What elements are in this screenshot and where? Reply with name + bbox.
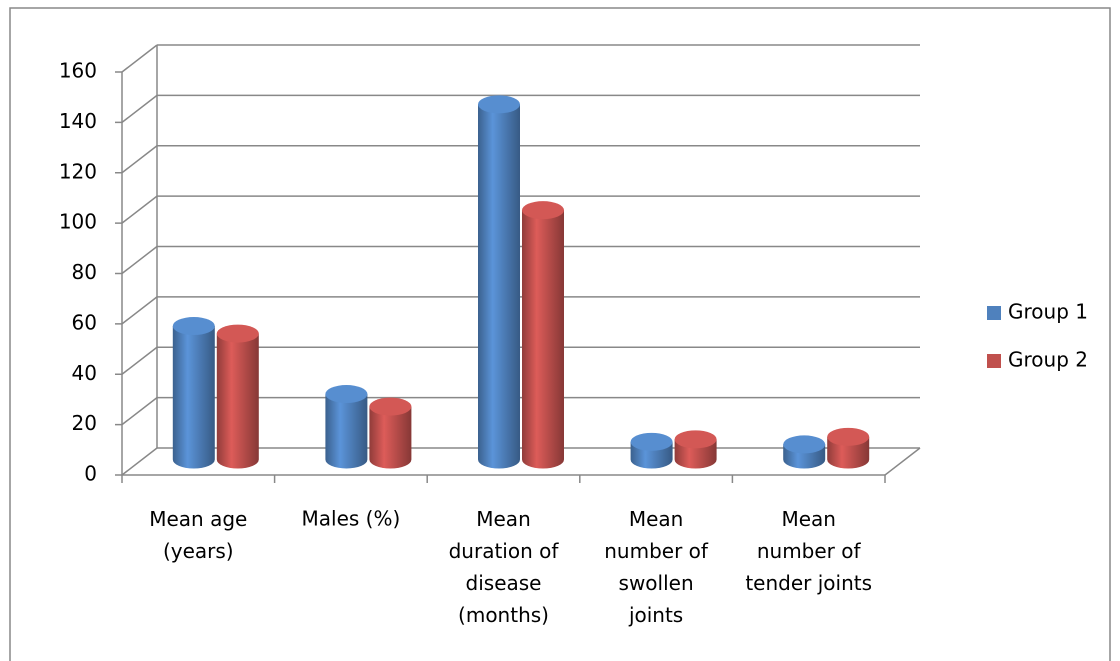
- cylinder-body: [827, 436, 870, 469]
- bar: [674, 430, 717, 469]
- x-tick-label: Mean number of tender joints: [745, 507, 872, 595]
- wall-line: [121, 447, 158, 476]
- y-tick-label: 100: [59, 210, 97, 234]
- wall-line: [121, 195, 158, 224]
- wall-line: [121, 397, 158, 426]
- cylinder-body: [325, 394, 368, 469]
- wall-line: [121, 94, 158, 123]
- cylinder-top: [630, 432, 673, 451]
- y-tick-label: 40: [72, 361, 97, 385]
- y-tick-label: 20: [72, 411, 97, 435]
- cylinder-top: [827, 427, 870, 446]
- bar: [827, 427, 870, 469]
- bar: [783, 435, 826, 469]
- bar: [216, 324, 259, 469]
- cylinder-top: [522, 201, 564, 220]
- bar: [325, 385, 368, 469]
- cylinder-top: [172, 317, 215, 336]
- legend-swatch: [987, 306, 1001, 320]
- bar: [172, 317, 215, 469]
- x-tick-label: Mean number of swollen joints: [604, 507, 709, 627]
- wall-line: [121, 296, 158, 325]
- y-tick-label: 160: [59, 59, 97, 83]
- x-tick-label: Mean duration of disease (months): [449, 507, 560, 627]
- x-tick-label: Mean age (years): [149, 507, 247, 563]
- y-tick-label: 0: [84, 462, 97, 486]
- wall-line: [121, 44, 158, 73]
- cylinder-top: [674, 430, 717, 449]
- floor-right: [884, 447, 921, 476]
- cylinder-top: [478, 95, 520, 114]
- bar: [522, 201, 564, 469]
- legend-label: Group 1: [1008, 300, 1088, 324]
- cylinder-body: [478, 104, 520, 469]
- y-tick-label: 60: [72, 310, 97, 334]
- y-tick-label: 80: [72, 260, 97, 284]
- legend-swatch: [987, 354, 1001, 368]
- wall-line: [121, 346, 158, 375]
- cylinder-body: [522, 210, 564, 469]
- cylinder-top: [783, 435, 826, 454]
- cylinder-body: [172, 326, 215, 469]
- bar: [630, 432, 673, 469]
- bar: [369, 397, 412, 469]
- cylinder-top: [369, 397, 412, 416]
- cylinder-top: [325, 385, 368, 404]
- cylinder-body: [369, 406, 412, 469]
- cylinder-body: [216, 333, 259, 469]
- wall-line: [121, 145, 158, 174]
- y-tick-label: 140: [59, 109, 97, 133]
- wall-line: [121, 245, 158, 275]
- legend-label: Group 2: [1008, 348, 1088, 372]
- cylinder-top: [216, 324, 259, 343]
- x-tick-label: Males (%): [302, 507, 401, 531]
- y-tick-label: 120: [59, 159, 97, 183]
- bar: [478, 95, 520, 469]
